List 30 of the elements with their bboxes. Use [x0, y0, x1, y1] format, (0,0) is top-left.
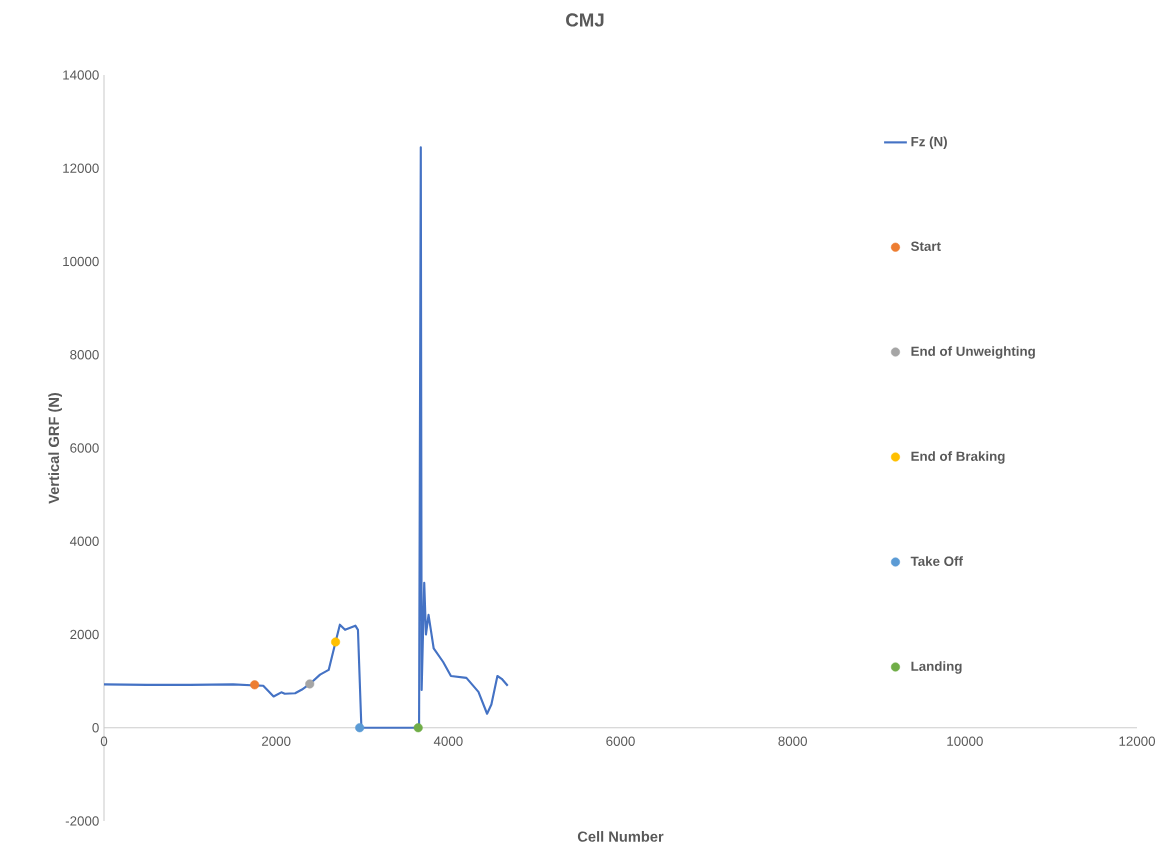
y-tick-label: 4000: [69, 536, 99, 546]
legend-label: Landing: [911, 661, 962, 674]
point: [250, 680, 260, 690]
x-tick-label: 2000: [262, 736, 291, 746]
x-tick-label: 0: [100, 736, 108, 746]
x-tick-label: 8000: [778, 736, 807, 746]
x-tick-label: 6000: [606, 736, 635, 746]
point: [355, 723, 365, 733]
y-axis-title: Vertical GRF (N): [48, 392, 62, 504]
chart-title: CMJ: [566, 13, 604, 27]
legend-label: End of Unweighting: [911, 346, 1035, 359]
y-tick-label: 10000: [63, 256, 99, 267]
legend-label: Take Off: [910, 556, 963, 566]
y-tick-label: 2000: [70, 629, 99, 640]
point: [305, 679, 315, 689]
y-tick-label: 14000: [63, 70, 99, 80]
y-tick-label: 0: [92, 723, 99, 733]
point: [413, 723, 423, 733]
legend-label: Fz (N): [911, 136, 947, 149]
y-tick-label: 6000: [70, 443, 99, 453]
legend-label: Start: [910, 241, 941, 251]
y-tick-label: -2000: [65, 816, 99, 826]
x-tick-label: 10000: [947, 736, 983, 746]
x-tick-label: 12000: [1119, 736, 1156, 746]
y-tick-label: 12000: [63, 163, 99, 173]
x-axis-title: Cell Number: [577, 831, 664, 842]
point: [331, 637, 341, 647]
y-tick-label: 8000: [70, 350, 99, 360]
x-tick-label: 4000: [433, 736, 463, 746]
legend-label: End of Braking: [911, 451, 1005, 464]
